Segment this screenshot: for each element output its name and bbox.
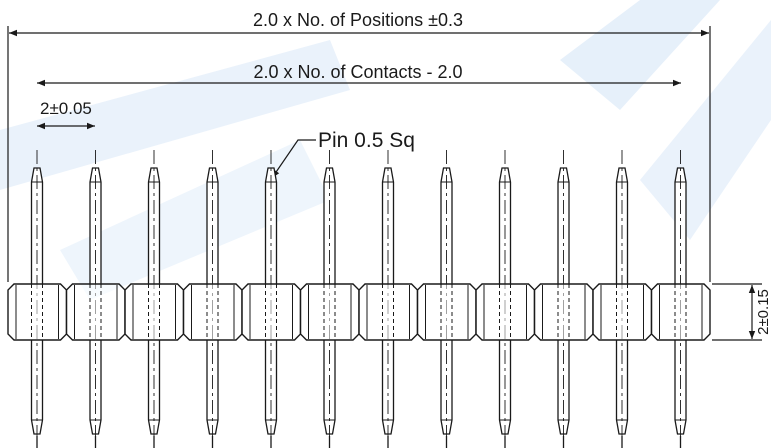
positions-dimension (7, 26, 711, 282)
housing-segment (7, 283, 68, 341)
watermark-shape (640, 20, 771, 240)
housing-segment (182, 283, 243, 341)
pitch-dimension-label: 2±0.05 (40, 99, 92, 118)
housing-segment (475, 283, 536, 341)
contacts-dimension-label: 2.0 x No. of Contacts - 2.0 (253, 62, 462, 82)
body-height-dimension (712, 283, 762, 341)
housing-segment (358, 283, 419, 341)
body-height-label: 2±0.15 (755, 289, 771, 335)
pin-callout-leader (271, 139, 316, 179)
housing-segment (416, 283, 477, 341)
watermark-shape (60, 140, 330, 300)
housing-segment (592, 283, 653, 341)
housing-segment (124, 283, 185, 341)
housing-segment (299, 283, 360, 341)
watermark-shape (0, 40, 350, 190)
housing-segment (650, 283, 711, 341)
positions-dimension-label: 2.0 x No. of Positions ±0.3 (253, 10, 463, 30)
housing-group (7, 283, 711, 341)
pin-callout-line (271, 139, 316, 179)
housing-segment (533, 283, 594, 341)
housing-segment (65, 283, 126, 341)
housing-segment (241, 283, 302, 341)
pin-callout-label: Pin 0.5 Sq (318, 129, 415, 152)
